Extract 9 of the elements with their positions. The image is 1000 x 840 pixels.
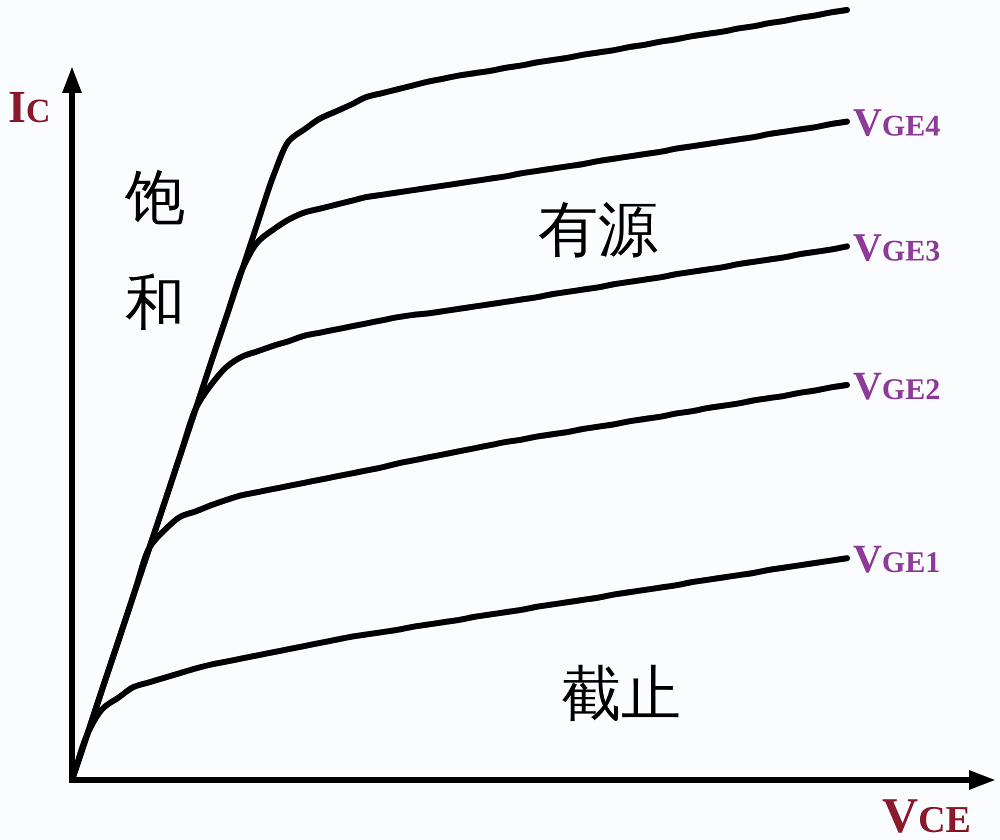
- annotation: 有源: [538, 195, 658, 265]
- series-label: VGE4: [853, 100, 940, 145]
- series-label: VGE3: [853, 224, 940, 270]
- series-label: VGE2: [853, 363, 940, 408]
- annotation: 饱和: [125, 163, 185, 338]
- ylabel: IC: [8, 81, 50, 132]
- series-label: VGE1: [853, 536, 940, 582]
- annotation: 截止: [561, 659, 681, 729]
- xlabel: VCE: [882, 787, 971, 840]
